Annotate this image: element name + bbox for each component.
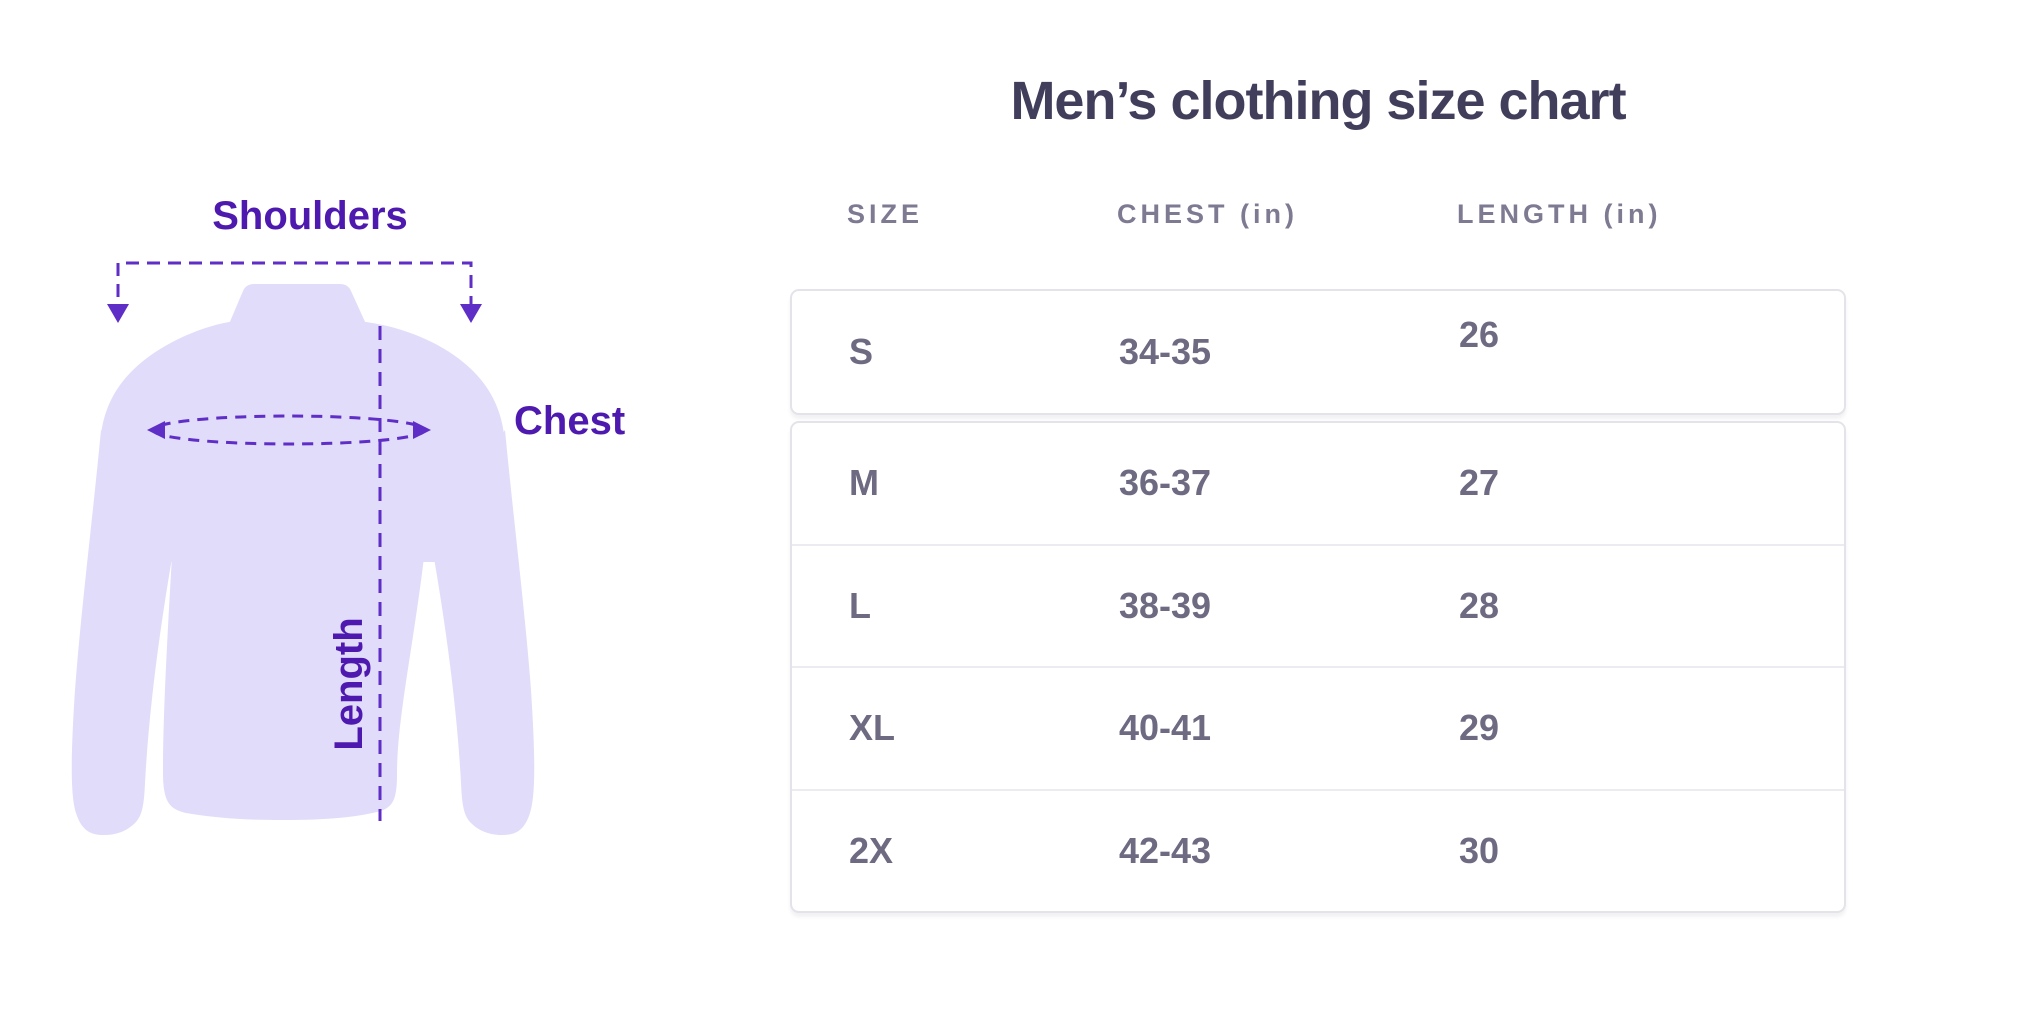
shirt-silhouette [71,284,535,835]
measurement-annotations [107,261,482,821]
length-label: Length [327,617,371,751]
shirt-left-sleeve [71,430,174,835]
cell-length: 30 [1459,829,1500,871]
column-header-chest: CHEST (in) [1117,198,1298,229]
table-row: M 36-37 27 [792,423,1844,544]
cell-length: 28 [1459,584,1500,626]
shoulders-label: Shoulders [212,194,408,238]
table-card-rest: M 36-37 27 L 38-39 28 XL 40-41 29 2X 42-43 30 [790,421,1846,913]
cell-size: L [849,584,871,626]
cell-chest: 38-39 [1119,584,1212,626]
table-row: S 34-35 26 [792,291,1844,413]
column-header-length: LENGTH (in) [1457,198,1662,229]
cell-length: 29 [1459,707,1500,749]
table-header-row: SIZE CHEST (in) LENGTH (in) [790,194,1846,234]
cell-size: XL [849,707,896,749]
shoulders-arrow-right-icon [460,304,482,323]
shirt-collar [229,284,366,324]
shirt-graphic [71,261,535,835]
table-card-first: S 34-35 26 [790,289,1846,415]
shirt-diagram: Shoulders Chest Length [0,0,700,1020]
cell-chest: 34-35 [1119,331,1212,372]
shoulders-arrow-left-icon [107,304,129,323]
cell-length: 27 [1459,462,1500,504]
cell-chest: 36-37 [1119,462,1212,504]
cell-size: 2X [849,829,894,871]
shoulders-measure-line [116,261,473,318]
shirt-body [163,540,426,820]
cell-chest: 40-41 [1119,707,1212,749]
page-title: Men’s clothing size chart [1010,71,1626,131]
chest-arrow-right-icon [413,421,431,439]
cell-chest: 42-43 [1119,829,1212,871]
cell-size: S [849,331,874,372]
table-row: XL 40-41 29 [792,666,1844,789]
shirt-right-sleeve [432,430,535,835]
chest-label: Chest [514,399,626,443]
chest-arrow-left-icon [147,421,165,439]
table-row: L 38-39 28 [792,543,1844,667]
shirt-chest [94,322,510,562]
cell-size: M [849,462,879,504]
column-header-size: SIZE [847,198,924,229]
cell-length: 26 [1459,314,1500,355]
table-row: 2X 42-43 30 [792,788,1844,912]
